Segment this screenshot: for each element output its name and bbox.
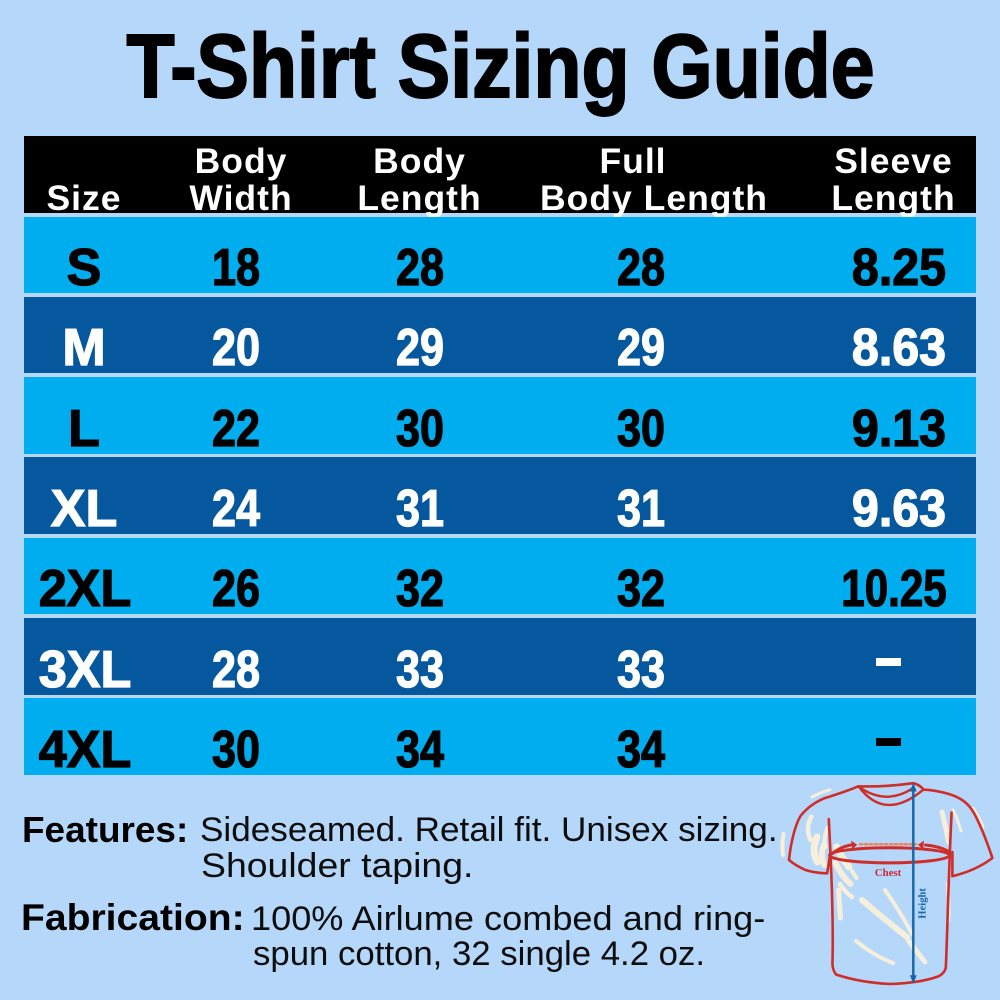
svg-text:Chest: Chest bbox=[875, 867, 902, 879]
svg-text:Height: Height bbox=[918, 888, 929, 919]
